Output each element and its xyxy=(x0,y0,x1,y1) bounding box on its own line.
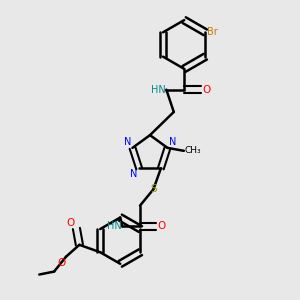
Text: HN: HN xyxy=(151,85,166,95)
Text: N: N xyxy=(124,137,131,147)
Text: N: N xyxy=(169,137,176,147)
Text: S: S xyxy=(150,184,157,194)
Text: HN: HN xyxy=(106,221,121,231)
Text: O: O xyxy=(67,218,75,228)
Text: O: O xyxy=(202,85,210,95)
Text: O: O xyxy=(158,221,166,231)
Text: N: N xyxy=(130,169,138,179)
Text: CH₃: CH₃ xyxy=(185,146,201,155)
Text: Br: Br xyxy=(207,27,218,37)
Text: O: O xyxy=(57,258,65,268)
